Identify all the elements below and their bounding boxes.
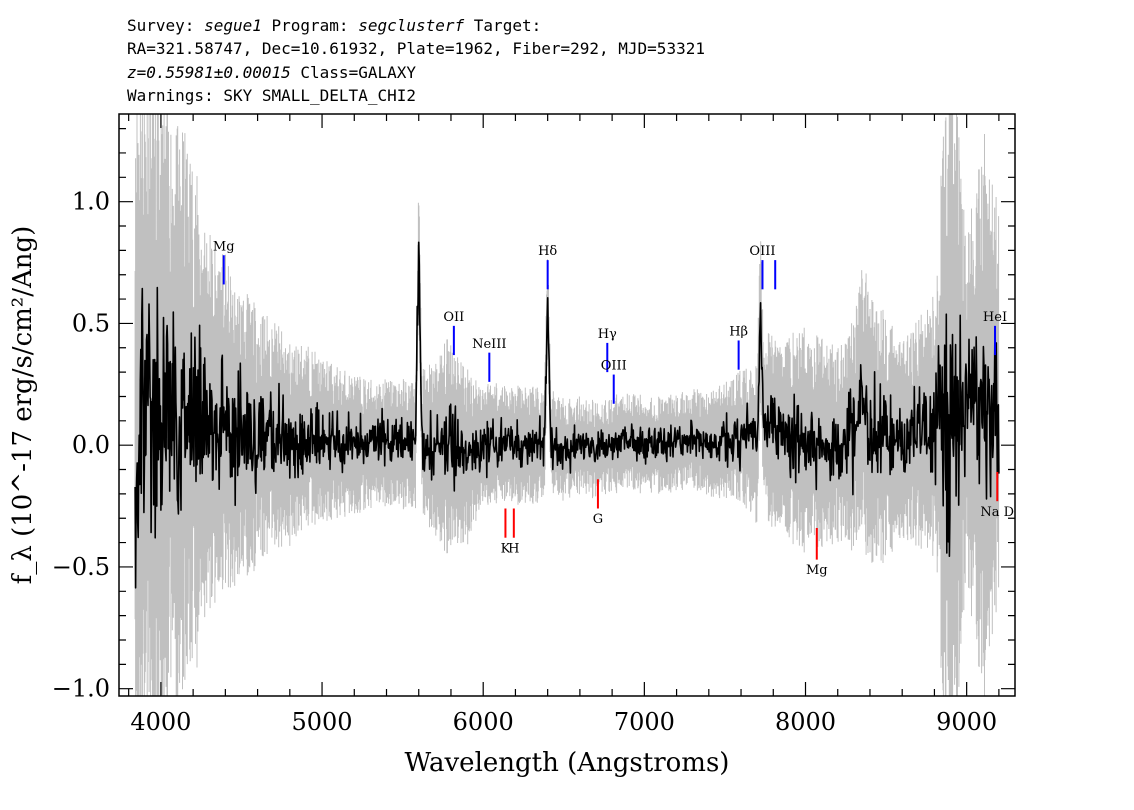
header-program-prefix: Program: bbox=[262, 16, 358, 35]
spectral-line-label: OIII bbox=[601, 359, 627, 374]
y-tick-labels: −1.0 −0.5 0.0 0.5 1.0 bbox=[52, 188, 110, 703]
spectral-line-label: NeIII bbox=[472, 337, 506, 352]
y-tick-label: 1.0 bbox=[72, 188, 110, 216]
spectral-line-label: Mg bbox=[806, 563, 828, 578]
error-band bbox=[134, 114, 1000, 696]
error-envelope bbox=[134, 114, 1000, 696]
spectral-line-markers: Mg OII NeIII Hδ Hγ OIII Hβ OIII HeI KH G Mg Na D bbox=[213, 239, 1014, 578]
header-program-value: segclusterf bbox=[358, 16, 464, 35]
spectral-line-label: Mg bbox=[213, 239, 235, 254]
flux-line bbox=[134, 241, 1000, 589]
spectral-line-label: H bbox=[508, 541, 519, 556]
x-tick-labels: 4000 5000 6000 7000 8000 9000 bbox=[130, 708, 997, 736]
flux-series bbox=[134, 241, 1000, 589]
x-tick-label: 6000 bbox=[453, 708, 514, 736]
y-tick-label: 0.5 bbox=[72, 309, 110, 337]
plot-frame bbox=[118, 113, 1016, 697]
header-line-4: Warnings: SKY SMALL_DELTA_CHI2 bbox=[127, 86, 416, 105]
spectral-line-label: Hγ bbox=[598, 327, 617, 342]
header-line-3: z=0.55981±0.00015 Class=GALAXY bbox=[127, 63, 416, 82]
x-axis-title: Wavelength (Angstroms) bbox=[405, 748, 730, 778]
y-tick-label: −0.5 bbox=[52, 553, 110, 581]
spectral-line-label: G bbox=[593, 512, 603, 527]
spectral-line-label: OIII bbox=[749, 244, 775, 259]
spectral-line-label: OII bbox=[443, 310, 464, 325]
spectral-line-label: Hβ bbox=[729, 325, 748, 340]
x-tick-label: 9000 bbox=[936, 708, 997, 736]
header-survey-value: segue1 bbox=[204, 16, 262, 35]
header-line-1: Survey: segue1 Program: segclusterf Targ… bbox=[127, 16, 541, 35]
y-axis-title: f_λ (10^-17 erg/s/cm²/Ang) bbox=[8, 226, 38, 585]
spectral-line-label: K bbox=[501, 541, 511, 556]
y-tick-label: 0.0 bbox=[72, 431, 110, 459]
header-target-label: Target: bbox=[464, 16, 541, 35]
header-survey-prefix: Survey: bbox=[127, 16, 204, 35]
y-tick-label: −1.0 bbox=[52, 675, 110, 703]
spectral-line-label: HeI bbox=[983, 310, 1007, 325]
x-tick-label: 4000 bbox=[130, 708, 191, 736]
header-class: Class=GALAXY bbox=[291, 63, 417, 82]
tick-marks bbox=[119, 114, 1015, 696]
axis-ticks bbox=[119, 114, 1015, 696]
header-line-2: RA=321.58747, Dec=10.61932, Plate=1962, … bbox=[127, 39, 705, 58]
x-tick-label: 5000 bbox=[292, 708, 353, 736]
x-tick-label: 7000 bbox=[614, 708, 675, 736]
header-redshift: z=0.55981±0.00015 bbox=[127, 63, 291, 82]
spectral-line-label: Hδ bbox=[538, 244, 557, 259]
x-tick-label: 8000 bbox=[775, 708, 836, 736]
spectral-line-label: Na D bbox=[980, 505, 1014, 520]
